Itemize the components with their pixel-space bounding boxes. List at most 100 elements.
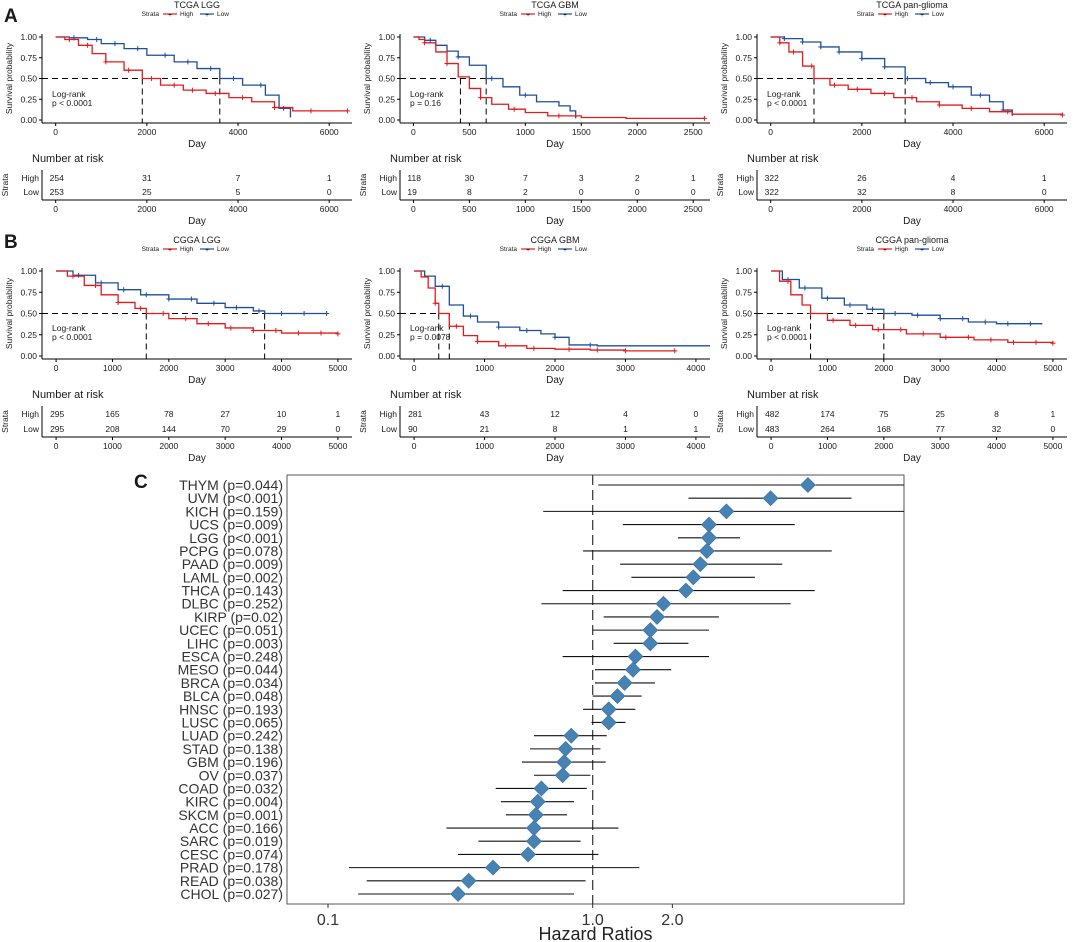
censor-mark-low — [324, 311, 330, 316]
hr-diamond — [600, 714, 617, 731]
risk-table-title: Number at risk — [390, 153, 462, 165]
risk-count-low: 264 — [820, 424, 834, 434]
censor-mark-high — [272, 105, 277, 111]
risk-x-tick-label: 4000 — [944, 204, 963, 214]
risk-count-low: 208 — [105, 424, 119, 434]
y-tick-label: 0.00 — [20, 115, 37, 125]
censor-mark-high — [138, 305, 144, 311]
y-tick-label: 0.25 — [735, 94, 752, 104]
censor-mark-low — [524, 328, 530, 333]
censor-mark-high — [909, 95, 915, 101]
censor-mark-high — [790, 49, 796, 55]
hr-diamond — [692, 556, 709, 573]
legend-title: Strata — [500, 11, 518, 18]
x-tick-label: 4000 — [272, 363, 291, 373]
risk-count-low: 0 — [579, 187, 584, 197]
risk-x-tick-label: 5000 — [1043, 441, 1062, 451]
y-axis-label: Survival probability — [719, 277, 729, 349]
risk-x-tick-label: 0 — [54, 441, 59, 451]
forest-row-label: PRAD (p=0.178) — [180, 860, 283, 876]
censor-mark-low — [824, 295, 830, 301]
censor-mark-low — [1005, 321, 1011, 327]
hr-diamond — [642, 622, 659, 639]
risk-x-tick-label: 2000 — [628, 204, 647, 214]
censor-mark-low — [143, 292, 149, 298]
km-curve-low — [771, 270, 1043, 325]
risk-x-tick-label: 0 — [53, 204, 58, 214]
plot-title: CGGA GBM — [530, 235, 579, 245]
hr-diamond — [677, 582, 694, 599]
risk-count-high: 3 — [579, 173, 584, 183]
censor-mark-high — [777, 40, 783, 46]
censor-mark-low — [870, 306, 876, 312]
forest-row-label: PAAD (p=0.009) — [182, 556, 283, 572]
km-curve-high — [413, 36, 705, 119]
censor-mark-high — [809, 63, 815, 69]
censor-mark-low — [847, 302, 853, 308]
censor-mark-high — [189, 87, 195, 93]
censor-mark-high — [1050, 340, 1056, 346]
y-axis-label: Survival probability — [4, 277, 14, 349]
censor-mark-high — [988, 337, 994, 343]
forest-x-tick-label: 2.0 — [661, 912, 683, 929]
risk-count-low: 8 — [951, 187, 956, 197]
censor-mark-high — [965, 334, 971, 340]
forest-row-label: CHOL (p=0.027) — [180, 886, 283, 902]
legend-low-marker: + — [563, 247, 567, 254]
censor-mark-high — [475, 339, 480, 345]
risk-x-tick-label: 0 — [769, 441, 774, 451]
risk-count-high: 4 — [623, 409, 628, 419]
legend-high-marker: + — [883, 12, 887, 19]
legend-low-marker: + — [563, 12, 567, 19]
risk-row-high-label: High — [380, 173, 398, 183]
risk-count-low: 32 — [857, 187, 867, 197]
y-tick-label: 0.00 — [20, 351, 37, 361]
censor-mark-high — [832, 82, 837, 88]
risk-count-high: 295 — [50, 409, 64, 419]
censor-mark-high — [785, 278, 791, 284]
risk-x-tick-label: 5000 — [328, 441, 347, 451]
plot-title: CGGA LGG — [173, 235, 221, 245]
censor-mark-high — [295, 330, 301, 336]
x-tick-label: 1500 — [572, 127, 591, 137]
panel-letter-a: A — [4, 6, 18, 27]
forest-row: BRCA (p=0.034) — [181, 675, 656, 691]
forest-row-label: KIRC (p=0.004) — [185, 794, 283, 810]
risk-count-high: 8 — [994, 409, 999, 419]
logrank-label: Log-rank — [410, 323, 444, 333]
hr-diamond — [520, 846, 537, 863]
hr-diamond — [450, 886, 466, 902]
risk-count-low: 168 — [877, 424, 891, 434]
risk-count-high: 118 — [407, 173, 421, 183]
legend-low-label: Low — [217, 11, 229, 18]
risk-strata-label: Strata — [715, 410, 725, 433]
censor-mark-high — [936, 102, 942, 108]
forest-row-label: SKCM (p=0.001) — [178, 807, 283, 823]
risk-count-low: 0 — [327, 187, 332, 197]
forest-panel-border — [286, 474, 905, 905]
x-tick-label: 4000 — [944, 127, 963, 137]
censor-mark-low — [211, 300, 217, 306]
km-panel-tcga_gbm: TCGA GBM Strata + High + Low 0.00 0.25 0.50 0.75 1… — [358, 0, 710, 227]
forest-row-label: KIRP (p=0.02) — [194, 609, 283, 625]
censor-mark-low — [112, 41, 118, 47]
logrank-pvalue: p < 0.0001 — [52, 332, 93, 342]
panel-letter-c: C — [134, 472, 148, 493]
risk-x-tick-label: 4000 — [686, 441, 705, 451]
hr-diamond — [609, 688, 626, 705]
censor-mark-low — [258, 82, 264, 88]
x-tick-label: 2000 — [159, 363, 178, 373]
censor-mark-low — [1027, 321, 1033, 327]
censor-mark-low — [800, 39, 806, 45]
censor-mark-high — [453, 323, 459, 329]
risk-x-tick-label: 1500 — [572, 204, 591, 214]
x-tick-label: 1000 — [475, 363, 494, 373]
risk-x-axis-label: Day — [903, 453, 921, 464]
x-tick-label: 0 — [54, 363, 59, 373]
risk-count-low: 19 — [407, 187, 417, 197]
censor-mark-high — [882, 90, 888, 96]
risk-count-high: 7 — [236, 173, 241, 183]
censor-mark-high — [594, 347, 600, 353]
risk-x-tick-label: 6000 — [1035, 204, 1054, 214]
